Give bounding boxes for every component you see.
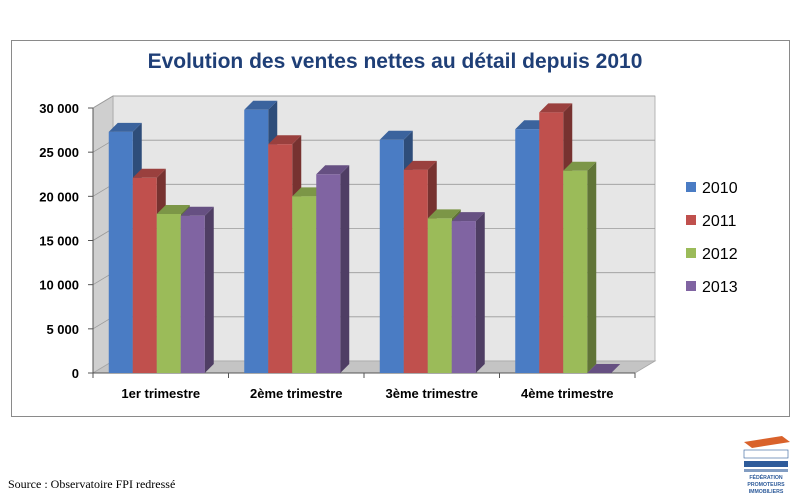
bar-front (539, 112, 564, 374)
bar-front (427, 218, 452, 373)
chart-title: Evolution des ventes nettes au détail de… (148, 50, 643, 73)
bar-top (156, 205, 190, 214)
legend-label-2012: 2012 (702, 246, 738, 263)
bar-front (563, 170, 588, 373)
legend-swatch-2011 (686, 215, 696, 225)
gridline (92, 95, 114, 109)
source-note: Source : Observatoire FPI redressé (8, 477, 176, 491)
logo-text: PROMOTEURS (747, 482, 785, 488)
bar-top (427, 209, 461, 219)
bar-top (244, 100, 278, 110)
bar-front (180, 215, 205, 373)
legend-label-2013: 2013 (702, 279, 738, 296)
bar-front (132, 177, 157, 373)
bar-top (379, 130, 413, 140)
bar-top (132, 168, 166, 178)
bar-top (587, 364, 621, 373)
bar-side (204, 206, 214, 373)
bar-top (268, 135, 302, 145)
bar-side (340, 165, 350, 373)
bar-top (403, 160, 437, 170)
y-tick-label: 20 000 (39, 189, 79, 204)
legend-swatch-2010 (686, 182, 696, 192)
bar-top (316, 165, 350, 175)
y-tick-label: 0 (72, 366, 79, 381)
bar-side (475, 212, 485, 373)
bar-front (268, 144, 293, 373)
bar-front (108, 131, 133, 373)
bar-2013-1 (180, 206, 214, 373)
bar-top (563, 161, 597, 171)
legend-label-2010: 2010 (702, 180, 738, 197)
x-tick-label: 2ème trimestre (250, 386, 343, 401)
bar-2013-4 (587, 364, 621, 373)
logo-text: IMMOBILIERS (749, 489, 784, 495)
bar-top (180, 206, 214, 216)
logo-text: FÉDÉRATION (749, 473, 783, 481)
y-tick-label: 5 000 (46, 322, 79, 337)
y-tick-label: 15 000 (39, 234, 79, 249)
x-tick-label: 4ème trimestre (521, 386, 614, 401)
bar-front (451, 221, 476, 373)
bar-2012-4 (563, 161, 597, 373)
fpi-logo-icon: FÉDÉRATION PROMOTEURS IMMOBILIERS (743, 436, 790, 495)
y-tick-label: 25 000 (39, 145, 79, 160)
bar-front (292, 196, 317, 373)
x-tick-label: 3ème trimestre (386, 386, 479, 401)
bar-2013-2 (316, 165, 350, 373)
legend-label-2011: 2011 (702, 213, 737, 230)
bar-top (539, 103, 573, 113)
legend-swatch-2013 (686, 281, 696, 291)
y-tick-label: 30 000 (39, 101, 79, 116)
bar-front (244, 109, 269, 374)
bar-top (108, 122, 142, 132)
legend-swatch-2012 (686, 248, 696, 258)
y-tick-label: 10 000 (39, 278, 79, 293)
bar-front (156, 214, 181, 373)
bar-side (587, 161, 597, 373)
bar-front (379, 139, 404, 373)
bar-front (403, 169, 428, 373)
bar-front (316, 174, 341, 373)
x-tick-label: 1er trimestre (121, 386, 200, 401)
bar-front (515, 129, 540, 373)
bar-top (451, 212, 485, 222)
bar-2013-3 (451, 212, 485, 373)
